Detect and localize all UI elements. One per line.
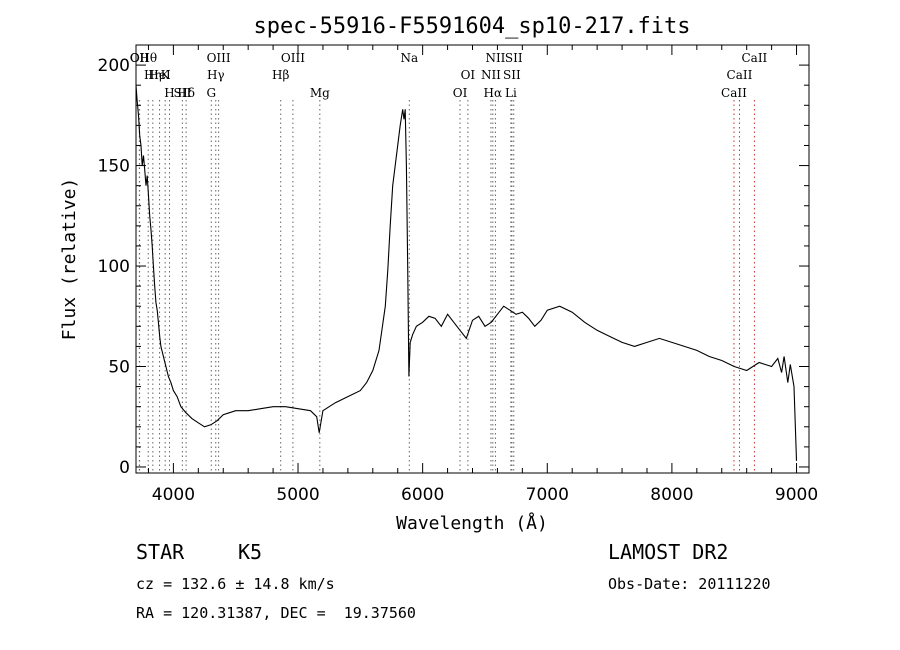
spectral-line-label: CaII: [727, 68, 753, 82]
x-tick-label: 9000: [775, 485, 818, 505]
spectral-line-label: NII: [481, 68, 501, 82]
observation-date: Obs-Date: 20111220: [608, 575, 771, 593]
spectral-line-label: Mg: [310, 86, 330, 100]
axis-ticks: 4000 5000 6000 7000 8000 9000 0 50 100 150 200: [98, 45, 818, 505]
spectral-line-label: Li: [505, 86, 517, 100]
y-axis-label: Flux (relative): [59, 178, 80, 341]
spectral-line-label: Hθ: [139, 51, 157, 65]
plot-frame: [135, 44, 810, 474]
redshift-readout: cz = 132.6 ± 14.8 km/s: [136, 575, 335, 593]
y-tick-label: 200: [98, 56, 130, 76]
coordinates-readout: RA = 120.31387, DEC = 19.37560: [136, 604, 416, 622]
object-class: STAR: [136, 540, 185, 564]
spectral-line-label: HeI: [148, 68, 171, 82]
spectral-line-label: OI: [453, 86, 468, 100]
x-tick-label: 7000: [526, 485, 569, 505]
x-tick-label: 6000: [401, 485, 444, 505]
line-markers: HθKHδOIIHeISIIOIIIHγGOIIHηHOIIIHβMgNaOIO…: [130, 51, 768, 473]
spectral-line-label: Hβ: [272, 68, 289, 82]
y-tick-label: 100: [98, 257, 130, 277]
x-axis-label: Wavelength (Å): [396, 512, 548, 534]
object-subclass: K5: [238, 540, 263, 564]
spectral-line-label: Hη: [144, 68, 162, 82]
spectral-line-label: H: [164, 86, 174, 100]
spectral-line-label: Na: [400, 51, 418, 65]
spectral-line-label: NII: [485, 51, 505, 65]
x-tick-label: 4000: [152, 485, 195, 505]
spectral-line-label: OI: [461, 68, 476, 82]
spectral-line-label: Hγ: [207, 68, 225, 82]
spectral-line-label: CaII: [741, 51, 767, 65]
spectral-line-label: K: [161, 68, 171, 82]
spectral-line-label: Hα: [484, 86, 503, 100]
chart-title: spec-55916-F5591604_sp10-217.fits: [253, 14, 690, 39]
y-tick-label: 0: [119, 458, 130, 478]
spectrum-series-line: [135, 85, 798, 461]
spectral-line-label: OIII: [281, 51, 305, 65]
survey-name: LAMOST DR2: [608, 540, 729, 564]
spectral-line-label: Hδ: [177, 86, 195, 100]
spectral-line-label: G: [206, 86, 216, 100]
spectral-line-label: OII: [130, 51, 150, 65]
spectral-line-label: CaII: [721, 86, 747, 100]
spectral-line-label: OII: [130, 51, 150, 65]
spectral-line-label: SII: [174, 86, 192, 100]
y-tick-label: 50: [108, 358, 130, 378]
spectral-line-label: SII: [505, 51, 523, 65]
y-tick-label: 150: [98, 157, 130, 177]
x-tick-label: 8000: [650, 485, 693, 505]
x-tick-label: 5000: [276, 485, 319, 505]
spectral-line-label: OIII: [207, 51, 231, 65]
spectral-line-label: SII: [503, 68, 521, 82]
